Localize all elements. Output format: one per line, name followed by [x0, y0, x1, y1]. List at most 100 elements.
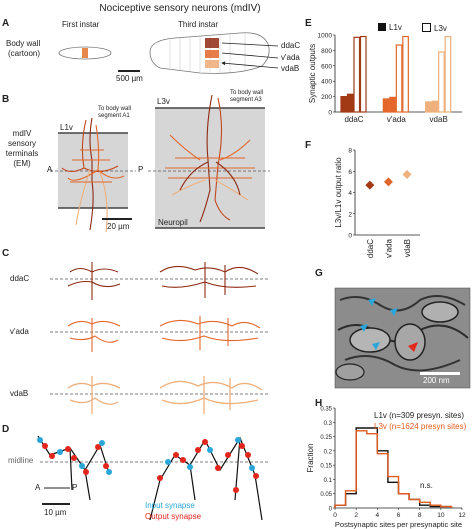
panel-f-y-tick-label: 8: [348, 148, 352, 155]
panel-e-y-tick-label: 400: [321, 79, 332, 86]
posterior-axis-label: P: [138, 165, 144, 174]
panel-g-label: G: [315, 268, 323, 279]
panel-f-y-tick-label: 4: [348, 190, 352, 197]
first-instar-label: First instar: [62, 20, 100, 29]
panel-f-y-tick-label: 6: [348, 169, 352, 176]
panel-c-vdab-row: [50, 376, 270, 414]
panel-h-histogram: 0 0.05 0.1 0.15 0.2 0.25 0.3 0.35 0 2 4 6 8 10 12 Fract…: [306, 407, 466, 529]
panel-e-x-tick-label: ddaC: [344, 115, 363, 124]
l3v-label: L3v: [157, 97, 170, 106]
mdiv-row-label-4: (EM): [13, 159, 31, 168]
panel-f-y-tick-label: 0: [348, 233, 352, 240]
panel-h-y-tick-label: 0.1: [324, 478, 333, 484]
output-synapse-legend: Output synapse: [145, 512, 202, 521]
panel-a-scale-label: 500 µm: [116, 74, 143, 83]
panel-h-x-axis-title: Postsynaptic sites per presynaptic site: [335, 520, 462, 529]
panel-e-bar: [395, 44, 403, 113]
panel-h-y-tick-label: 0.05: [320, 492, 332, 498]
l3v-terminal-arbors: [165, 94, 255, 223]
panel-e-y-tick-label: 200: [321, 94, 332, 101]
panel-h-x-tick-label: 4: [376, 512, 380, 519]
panel-e-bar: [346, 93, 354, 113]
panel-d-label: D: [2, 424, 10, 435]
panel-g-em-image: [334, 287, 471, 389]
panel-g-scalebar: [420, 372, 460, 375]
input-synapse-legend: Input synapse: [145, 501, 195, 510]
panel-e-label: E: [305, 18, 312, 29]
panel-a-label: A: [2, 18, 10, 29]
panel-h-x-tick-label: 12: [458, 512, 466, 519]
panel-h-x-tick-label: 8: [418, 512, 422, 519]
first-instar-larva: [58, 46, 112, 60]
panel-d-anterior-label: A: [35, 483, 41, 492]
panel-h-y-tick-label: 0: [329, 507, 333, 513]
panel-e-x-tick-label: v'ada: [387, 115, 406, 124]
panel-f-point: [383, 177, 393, 187]
panel-e-bar: [431, 100, 439, 113]
neuropil-label: Neuropil: [158, 218, 188, 227]
panel-c-vdab-label: vdaB: [10, 389, 29, 398]
cartoon-label: (cartoon): [8, 49, 41, 58]
panel-d-scalebar: [42, 503, 70, 505]
panel-e-bar: [359, 35, 367, 113]
panel-h-series-l3v: [334, 430, 453, 508]
panel-e-bar: [389, 96, 396, 113]
mdiv-row-label-2: sensory: [7, 139, 36, 148]
ddac-cartoon-label: ddaC: [281, 41, 301, 50]
panel-f-x-tick-label: vdaB: [403, 239, 412, 257]
third-instar-larva: [149, 32, 279, 74]
panel-e-y-tick-label: 1000: [318, 33, 333, 40]
panel-f-y-axis-title: L3v/L1v output ratio: [334, 157, 343, 228]
panel-b-scale-label: 20 µm: [107, 222, 130, 231]
mdiv-row-label-1: mdIV: [12, 129, 32, 138]
panel-h-legend-l3v: L3v (n=1624 presyn sites): [374, 422, 467, 431]
panel-h-x-tick-label: 6: [397, 512, 401, 519]
panel-h-legend-l1v: L1v (n=309 presyn. sites): [374, 411, 465, 420]
third-instar-label: Third instar: [178, 20, 219, 29]
l1v-terminal-arbors: [61, 117, 125, 233]
panel-c-vada-label: v'ada: [10, 327, 29, 336]
mdiv-row-label-3: terminals: [5, 149, 39, 158]
legend-swatch-filled: [378, 23, 386, 31]
panel-d-scale-label: 10 µm: [44, 508, 67, 517]
panel-g-scale-label: 200 nm: [423, 376, 450, 385]
panel-h-x-tick-label: 0: [333, 512, 337, 519]
midline-label: midline: [8, 456, 34, 465]
panel-e-y-tick-label: 600: [321, 63, 332, 70]
to-body-wall-a3-label: To body wall segment A3: [230, 90, 264, 103]
panel-f-point: [365, 180, 375, 190]
panel-e-bar: [382, 98, 390, 113]
panel-h-series-l1v: [334, 427, 453, 508]
panel-h-x-tick-label: 10: [437, 512, 445, 519]
panel-f-x-tick-label: ddaC: [366, 239, 375, 258]
panel-e-bar: [438, 51, 445, 113]
to-body-wall-a1-label: To body wall segment A1: [98, 106, 132, 119]
panel-c-label: C: [2, 248, 10, 259]
panel-h-y-tick-label: 0.15: [320, 464, 332, 470]
panel-h-y-tick-label: 0.35: [320, 407, 332, 413]
panel-e-bar: [402, 35, 409, 113]
panel-d-l1v-synapses: [37, 435, 112, 501]
panel-d-l3v-synapses: [149, 436, 263, 521]
panel-a-scalebar: [118, 70, 140, 72]
panel-f-x-tick-label: v'ada: [384, 238, 393, 257]
panel-e-y-axis-title: Synaptic outputs: [308, 44, 317, 103]
panel-c-ddac-row: [50, 262, 270, 300]
panel-e-bar: [444, 35, 452, 113]
panel-e-legend-l1v: L1v: [378, 23, 402, 32]
panel-d-posterior-label: P: [72, 483, 78, 492]
not-significant-label: n.s.: [420, 481, 433, 490]
panel-f-y-tick-label: 2: [348, 211, 352, 218]
panel-b-scalebar: [102, 218, 132, 220]
panel-b-label: B: [2, 94, 10, 105]
panel-h-y-axis-title: Fraction: [306, 444, 315, 473]
panel-e-y-tick-label: 0: [328, 110, 332, 117]
vada-cartoon-label: v'ada: [281, 53, 300, 62]
panel-e-bar: [340, 95, 348, 113]
panel-e-bar: [425, 101, 432, 113]
panel-h-label: H: [315, 398, 323, 409]
panel-e-y-tick-label: 800: [321, 48, 332, 55]
legend-swatch-open: [422, 23, 431, 32]
